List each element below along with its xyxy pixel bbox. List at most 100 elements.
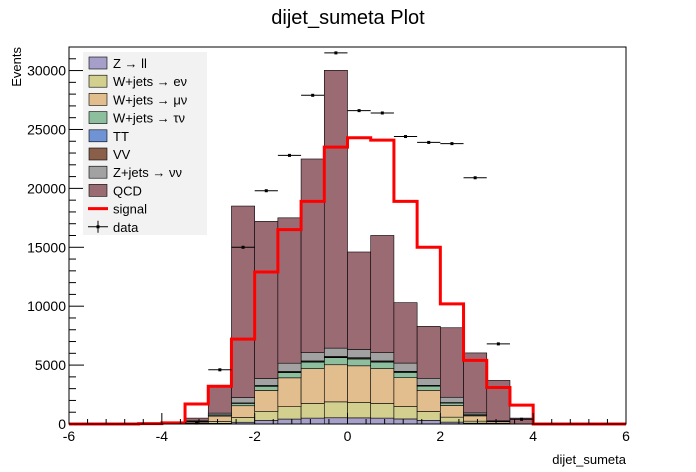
stack-bar-6-11 [323,347,348,357]
legend-label: Z → ll [113,56,147,71]
stack-bar-2-8 [254,390,279,412]
stack-bar-6-12 [347,349,372,358]
stack-bar-2-10 [300,368,325,404]
stack-bar-6-15 [416,377,441,386]
stack-bar-6-16 [440,396,464,403]
stack-bar-0-14 [393,418,418,425]
legend-swatch [88,184,108,197]
stack-bar-2-12 [347,365,372,403]
stack-bar-7-17 [463,352,488,414]
stack-bar-0-11 [323,417,348,425]
legend-swatch [88,111,108,124]
legend: Z → ll W+jets → eν W+jets → μν W+jets → τν T… [83,52,207,235]
stack-bar-1-10 [300,403,325,419]
stack-bar-7-5 [184,417,209,422]
stack-bar-7-11 [323,70,348,349]
stack-bar-3-8 [254,385,279,391]
stack-bar-2-9 [277,377,302,407]
y-axis-label: Events [9,47,24,87]
legend-swatch [88,147,108,161]
x-tick-label: 0 [344,428,352,444]
data-point-17 [473,176,477,180]
stack-bar-7-8 [254,221,279,379]
stack-bar-7-12 [347,251,372,350]
stack-bar-1-13 [370,403,395,419]
stack-bar-7-9 [277,217,302,364]
stack-bar-1-8 [254,411,279,421]
stack-bar-2-15 [416,390,441,412]
x-axis: -6 -4 -2 0 2 4 6 [63,413,630,444]
stack-bar-0-13 [370,417,395,425]
stack-bar-1-15 [416,411,441,421]
stack-bar-6-10 [300,352,325,362]
x-tick-label: 6 [622,428,630,444]
stack-bar-0-15 [416,420,441,425]
stack-bar-1-12 [347,402,372,419]
data-point-19 [520,417,524,421]
data-point-13 [380,111,384,115]
data-point-16 [450,142,454,146]
y-tick-label: 10000 [27,298,66,314]
stack-bar-6-14 [393,362,418,372]
legend-swatch [88,56,108,70]
legend-label: Z+jets → νν [113,165,182,180]
stack-bar-3-12 [347,358,372,367]
chart-title: dijet_sumeta Plot [271,7,425,29]
stack-bar-0-12 [347,417,372,425]
y-tick-label: 5000 [35,357,66,373]
x-tick-label: 2 [436,428,444,444]
y-tick-label: 30000 [27,63,66,79]
stack-bar-2-11 [323,364,348,403]
data-point-5 [195,421,199,425]
legend-swatch [88,74,108,88]
stack-bar-1-7 [231,417,255,423]
data-point-14 [404,135,408,139]
x-tick-label: 4 [529,428,537,444]
stack-bar-2-6 [207,415,232,422]
stack-bar-7-16 [440,327,464,398]
stack-bar-3-16 [440,402,464,406]
stack-bar-3-7 [231,403,255,407]
x-tick-label: -6 [63,428,76,444]
stack-bar-6-9 [277,362,302,372]
stack-bar-2-14 [393,377,418,407]
stack-bar-2-17 [463,415,488,422]
stack-bar-1-11 [323,401,348,419]
legend-label: TT [113,129,129,144]
stack-bar-7-10 [300,158,325,353]
stack-bar-7-14 [393,302,418,364]
data-point-8 [264,189,268,193]
stack-bar-0-9 [277,418,302,425]
x-axis-label: dijet_sumeta [552,452,626,467]
legend-label: signal [113,202,147,217]
data-point-15 [427,140,431,144]
stack-bar-7-13 [370,235,395,353]
stack-bar-3-11 [323,357,348,366]
legend-label: W+jets → μν [113,92,187,107]
stack-bar-3-9 [277,372,302,379]
stack-bar-3-15 [416,385,441,391]
stack-bar-3-10 [300,361,325,369]
stack-bar-3-13 [370,361,395,369]
legend-swatch [88,165,108,179]
y-tick-label: 25000 [27,121,66,137]
x-tick-label: -2 [248,428,261,444]
legend-label: W+jets → eν [113,74,187,89]
stack-bar-1-14 [393,406,418,420]
x-tick-label: -4 [156,428,169,444]
legend-swatch [88,93,108,106]
data-point-12 [357,109,361,113]
stack-bar-1-16 [440,416,464,423]
data-points [185,51,534,425]
stack-bar-3-14 [393,372,418,378]
stack-bar-2-13 [370,368,395,404]
legend-label: VV [113,147,131,162]
data-point-10 [311,93,315,97]
plot-area: -6 -4 -2 0 2 4 6 0 5000 10000 15000 20000 25000 3000… [27,46,630,444]
stack-bar-7-7 [231,205,255,398]
legend-swatch [88,129,108,143]
stack-bar-2-16 [440,405,464,418]
data-point-9 [287,153,291,157]
legend-label: W+jets → τν [113,111,185,126]
